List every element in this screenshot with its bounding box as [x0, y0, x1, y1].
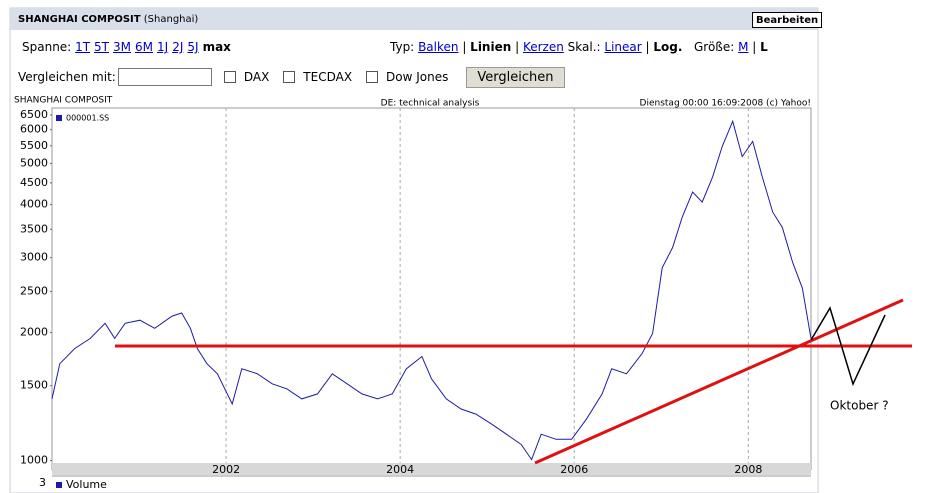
range-row: Spanne: 1T 5T 3M 6M 1J 2J 5J max: [22, 38, 231, 56]
x-tick-label: 2008: [734, 463, 762, 476]
range-link[interactable]: 6M: [135, 40, 153, 54]
type-label: Typ:: [390, 40, 415, 54]
annotation: Oktober ?: [830, 399, 889, 413]
volume-legend: Volume: [66, 478, 107, 491]
legend-swatch: [56, 115, 62, 121]
series-line: [51, 119, 812, 461]
x-tick-label: 2006: [560, 463, 588, 476]
type-row: Typ: Balken | Linien | Kerzen Skal.: Lin…: [390, 38, 682, 56]
plot: 1000 1500 2000 2500 3000 3500 4000 4500 5000 5500…: [20, 108, 812, 476]
y-tick-label: 3000: [20, 251, 48, 264]
range-link[interactable]: 1T: [75, 40, 91, 54]
types-link[interactable]: Kerzen: [522, 40, 564, 54]
checkbox[interactable]: [366, 71, 379, 83]
exchange: (Shanghai): [143, 13, 199, 25]
header-bar: [10, 8, 818, 30]
compare-button[interactable]: Vergleichen: [466, 66, 565, 88]
plot-area: [51, 107, 812, 471]
checkbox-label: Dow Jones: [386, 70, 449, 84]
volume-legend-swatch: [56, 482, 62, 488]
size-row: Größe: M | L: [694, 38, 768, 56]
y-tick-label: 1500: [20, 379, 48, 392]
size-label: Größe:: [694, 40, 735, 54]
sizes: M | L: [738, 40, 768, 54]
types-link[interactable]: Balken: [418, 40, 459, 54]
checkbox-label: TECDAX: [303, 70, 353, 84]
scales-active: Log.: [653, 40, 683, 54]
range-link[interactable]: 2J: [172, 40, 184, 54]
range-link[interactable]: 3M: [113, 40, 131, 54]
forecast-zigzag: [810, 306, 886, 387]
compare-input[interactable]: [117, 68, 212, 86]
ranges: 1T 5T 3M 6M 1J 2J 5J: [75, 40, 203, 54]
y-tick-label: 6500: [20, 108, 48, 121]
types-active: Linien: [470, 40, 512, 54]
volume-tick: 3: [39, 476, 46, 489]
y-tick-label: 4500: [20, 176, 48, 189]
header-title: SHANGHAI COMPOSIT (Shanghai): [18, 12, 198, 26]
y-tick-label: 6000: [20, 123, 48, 136]
compare-row: Vergleichen mit: DAX TECDAX Dow Jones Verg…: [18, 66, 565, 88]
range-link[interactable]: 1J: [157, 40, 169, 54]
x-tick-label: 2002: [212, 463, 240, 476]
chart-title: SHANGHAI COMPOSIT: [14, 96, 113, 106]
y-tick-label: 2500: [20, 284, 48, 297]
scales: Linear | Log.: [604, 40, 682, 54]
checkbox[interactable]: [223, 71, 236, 83]
y-tick-label: 2000: [20, 326, 48, 339]
separator: |: [641, 40, 654, 54]
scales-link[interactable]: Linear: [604, 40, 642, 54]
compare-label: Vergleichen mit:: [18, 70, 116, 84]
scale-label: Skal.:: [567, 40, 601, 54]
sizes-active: L: [760, 40, 768, 54]
range-label: Spanne:: [22, 40, 72, 54]
x-axis-band: [52, 463, 811, 475]
range-link[interactable]: 5J: [187, 40, 199, 54]
trend-line: [534, 298, 904, 465]
y-tick-label: 5500: [20, 139, 48, 152]
y-tick-label: 1000: [20, 454, 48, 467]
range-link[interactable]: 5T: [94, 40, 109, 54]
chart-source: Dienstag 00:00 16:09:2008 (c) Yahoo!: [640, 99, 811, 109]
x-tick-label: 2004: [386, 463, 414, 476]
y-tick-label: 5000: [20, 156, 48, 169]
checkbox-label: DAX: [243, 70, 270, 84]
checkbox[interactable]: [283, 71, 296, 83]
separator: |: [458, 40, 471, 54]
edit-button[interactable]: Bearbeiten: [752, 12, 823, 28]
sizes-link[interactable]: M: [738, 40, 749, 54]
y-tick-label: 4000: [20, 198, 48, 211]
legend-label: 000001.SS: [66, 114, 109, 123]
title: SHANGHAI COMPOSIT: [18, 13, 141, 25]
separator: |: [511, 40, 523, 54]
chart-subtitle: DE: technical analysis: [381, 99, 480, 109]
range-active: max: [202, 40, 231, 54]
compare-options: DAX TECDAX Dow Jones: [223, 70, 463, 84]
separator: |: [748, 40, 761, 54]
types: Balken | Linien | Kerzen: [418, 40, 564, 54]
y-tick-label: 3500: [20, 222, 48, 235]
